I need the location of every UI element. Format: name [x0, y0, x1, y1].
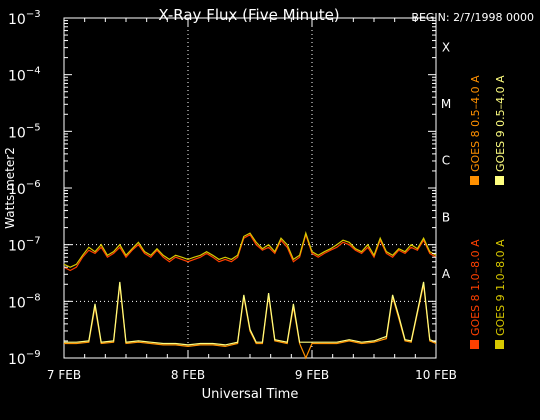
y-axis-ticks: 10−910−810−710−610−510−410−3: [8, 9, 436, 368]
x-tick-label: 9 FEB: [295, 368, 329, 382]
chart-title: X-Ray Flux (Five Minute): [158, 6, 339, 24]
y-tick-exponent: −6: [26, 179, 41, 190]
grid-lines: [64, 18, 436, 358]
y-tick-label: 10−7: [8, 236, 41, 255]
plot-frame: [63, 17, 437, 359]
series-line-0: [63, 232, 437, 272]
series-line-1: [63, 231, 437, 268]
x-tick-label: 7 FEB: [47, 368, 81, 382]
legend-swatch-2: [470, 176, 479, 185]
y-tick-label: 10−4: [8, 66, 41, 85]
legend-swatch-0: [470, 340, 479, 349]
legend: GOES 8 1.0–8.0 A GOES 9 1.0–8.0 A GOES 8 0…: [469, 75, 507, 349]
legend-entry-1: GOES 9 1.0–8.0 A: [494, 239, 507, 336]
begin-label: BEGIN: 2/7/1998 0000: [411, 11, 534, 24]
y-tick-label: 10−5: [8, 122, 41, 141]
y-tick-exponent: −4: [26, 66, 41, 77]
flare-class-label: X: [442, 40, 450, 54]
legend-entry-0: GOES 8 1.0–8.0 A: [469, 239, 482, 336]
flare-class-label: C: [442, 154, 450, 168]
data-series: [63, 231, 437, 360]
y-tick-exponent: −9: [26, 349, 41, 360]
flare-class-label: A: [442, 267, 451, 281]
x-axis-label: Universal Time: [202, 387, 299, 402]
flare-class-label: B: [442, 210, 450, 224]
y-tick-label: 10−9: [8, 349, 41, 368]
legend-entry-2: GOES 8 0.5–4.0 A: [469, 75, 482, 172]
legend-swatch-3: [495, 176, 504, 185]
y-tick-exponent: −7: [26, 236, 41, 247]
flare-class-labels: A B C M X: [441, 40, 451, 281]
y-axis-label: Watts meter2: [3, 147, 17, 229]
series-line-2: [64, 284, 437, 360]
legend-swatch-1: [495, 340, 504, 349]
legend-entry-3: GOES 9 0.5–4.0 A: [494, 75, 507, 172]
x-tick-label: 8 FEB: [171, 368, 205, 382]
flare-class-label: M: [441, 97, 451, 111]
y-tick-exponent: −8: [26, 292, 41, 303]
y-tick-label: 10−8: [8, 292, 41, 311]
y-tick-exponent: −5: [26, 122, 41, 133]
series-line-3: [64, 281, 437, 346]
x-tick-label: 10 FEB: [415, 368, 457, 382]
y-tick-label: 10−3: [8, 9, 41, 28]
y-tick-exponent: −3: [26, 9, 41, 20]
x-axis-ticks: 7 FEB 8 FEB 9 FEB 10 FEB: [47, 18, 457, 382]
